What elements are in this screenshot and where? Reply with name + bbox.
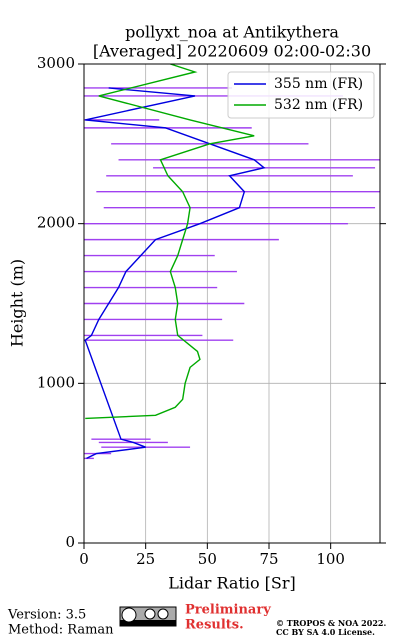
x-tick-label: 25 xyxy=(136,550,155,568)
plot-frame xyxy=(83,63,381,544)
y-tick-label: 1000 xyxy=(37,373,75,391)
annotation: CC BY SA 4.0 License. xyxy=(276,627,375,637)
annotation: Preliminary xyxy=(185,603,271,618)
chart-title: pollyxt_noa at Antikythera xyxy=(125,23,339,42)
legend-label: 355 nm (FR) xyxy=(274,76,363,92)
legend-label: 532 nm (FR) xyxy=(274,97,363,113)
y-tick-label: 3000 xyxy=(37,54,75,72)
y-axis-label: Height (m) xyxy=(8,259,27,347)
x-tick-label: 50 xyxy=(198,550,217,568)
x-tick-label: 100 xyxy=(316,550,345,568)
annotation: © TROPOS & NOA 2022. xyxy=(276,618,386,628)
annotation: Version: 3.5 xyxy=(7,608,86,623)
plot-area xyxy=(84,64,380,460)
y-tick-label: 0 xyxy=(65,533,75,551)
x-axis-label: Lidar Ratio [Sr] xyxy=(168,574,296,593)
annotation: Method: Raman xyxy=(8,623,114,638)
chart-subtitle: [Averaged] 20220609 02:00-02:30 xyxy=(93,42,371,61)
data-line xyxy=(84,87,266,460)
cc-icon xyxy=(119,606,177,627)
x-tick-label: 0 xyxy=(79,550,89,568)
data-line xyxy=(85,64,255,420)
annotation: Results. xyxy=(185,618,244,633)
y-tick-label: 2000 xyxy=(37,214,75,232)
x-tick-label: 75 xyxy=(259,550,278,568)
